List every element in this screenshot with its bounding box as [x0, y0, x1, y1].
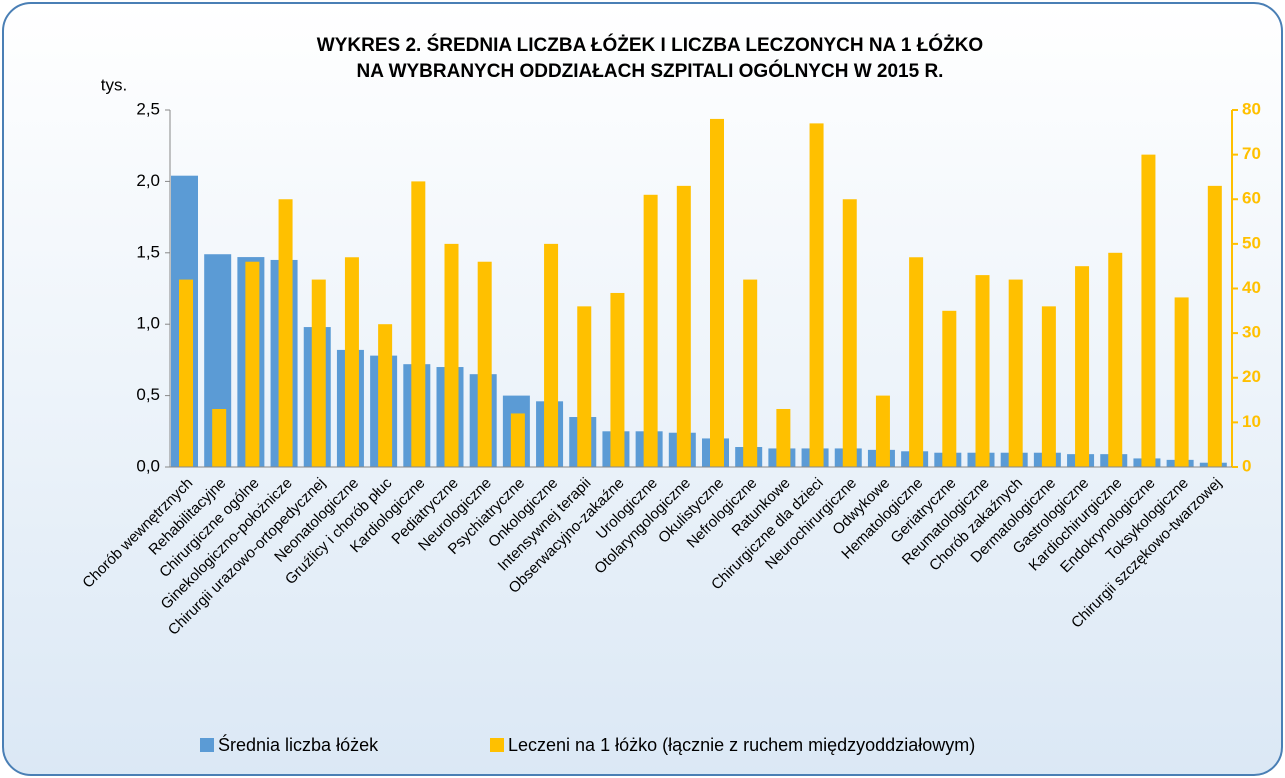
y2-tick-label: 10 — [1242, 412, 1261, 431]
legend-swatch — [200, 738, 214, 752]
y-tick-label: 2,5 — [136, 99, 160, 118]
bar-patients — [344, 257, 359, 467]
y2-tick-label: 50 — [1242, 233, 1261, 252]
bar-patients — [1041, 306, 1056, 467]
y2-tick-label: 0 — [1242, 456, 1251, 475]
y-tick-label: 1,5 — [136, 242, 160, 261]
bar-patients — [577, 306, 592, 467]
bar-patients — [1075, 266, 1090, 467]
bar-patients — [477, 261, 492, 467]
bar-patients — [975, 275, 990, 467]
bar-patients — [278, 199, 293, 467]
bar-patients — [1141, 154, 1156, 467]
y2-tick-label: 30 — [1242, 323, 1261, 342]
y2-tick-label: 70 — [1242, 144, 1261, 163]
legend-label: Leczeni na 1 łóżko (łącznie z ruchem mię… — [508, 735, 975, 755]
bar-patients — [245, 261, 260, 467]
bar-patients — [842, 199, 857, 467]
bar-patients — [510, 413, 525, 467]
bar-patients — [676, 185, 691, 468]
legend-label: Średnia liczba łóżek — [218, 734, 379, 755]
chart-subtitle: NA WYBRANYCH ODDZIAŁACH SZPITALI OGÓLNYC… — [357, 60, 944, 82]
bar-patients — [411, 181, 426, 467]
bar-patients — [1008, 279, 1023, 467]
bar-patients — [909, 257, 924, 467]
y-tick-label: 1,0 — [136, 314, 160, 333]
bar-patients — [1207, 185, 1222, 468]
bar-patients — [1108, 252, 1123, 467]
bar-patients — [743, 279, 758, 467]
bar-patients — [942, 310, 957, 467]
bar-patients — [378, 324, 393, 467]
chart-title: WYKRES 2. ŚREDNIA LICZBA ŁÓŻEK I LICZBA … — [317, 34, 983, 56]
bar-patients — [809, 123, 824, 467]
bar-patients — [710, 118, 724, 468]
bar-patients — [544, 243, 559, 467]
y2-tick-label: 40 — [1242, 278, 1261, 297]
y-axis-label: tys. — [101, 75, 127, 94]
bar-patients — [311, 279, 326, 467]
bar-patients — [610, 292, 625, 467]
bar-patients — [179, 279, 193, 467]
y-tick-label: 0,0 — [136, 456, 160, 475]
y-tick-label: 0,5 — [136, 385, 160, 404]
bar-patients — [875, 395, 890, 467]
bar-patients — [444, 243, 459, 467]
bar-patients — [1174, 297, 1189, 467]
y2-tick-label: 20 — [1242, 367, 1261, 386]
y2-tick-label: 80 — [1242, 99, 1261, 118]
legend-swatch — [490, 738, 504, 752]
y-tick-label: 2,0 — [136, 171, 160, 190]
y2-tick-label: 60 — [1242, 189, 1261, 208]
bar-patients — [643, 194, 658, 467]
bar-patients — [776, 408, 791, 467]
bar-patients — [212, 408, 227, 467]
